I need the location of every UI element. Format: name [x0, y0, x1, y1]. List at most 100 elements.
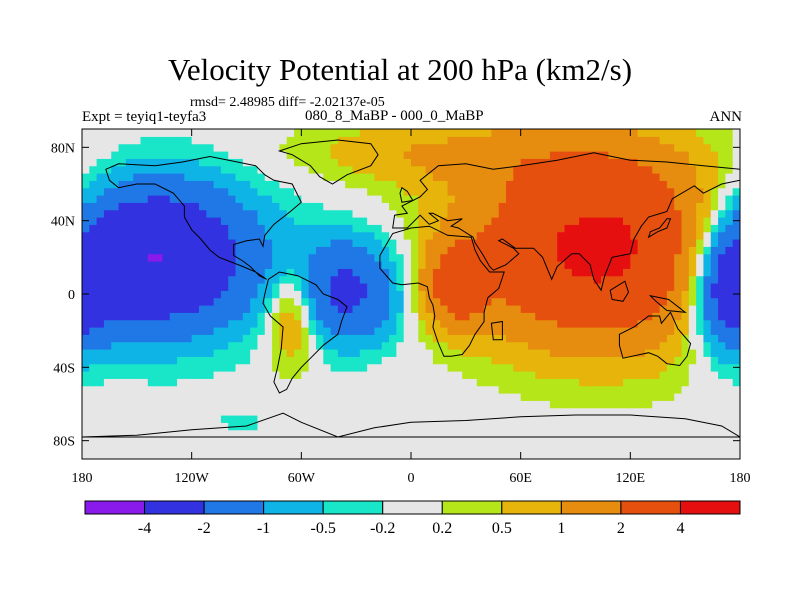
field-cell	[593, 305, 602, 313]
field-cell	[579, 400, 588, 409]
field-cell	[425, 393, 434, 401]
field-cell	[155, 165, 164, 174]
field-cell	[367, 151, 376, 159]
field-cell	[294, 246, 302, 255]
field-cell	[213, 165, 222, 174]
field-cell	[250, 429, 259, 438]
field-cell	[520, 415, 529, 423]
field-cell	[381, 173, 390, 181]
field-cell	[476, 231, 485, 240]
field-cell	[140, 253, 149, 262]
field-cell	[308, 151, 317, 159]
field-cell	[177, 334, 185, 343]
field-cell	[476, 393, 485, 401]
field-cell	[637, 437, 646, 445]
field-cell	[162, 451, 171, 459]
field-cell	[637, 261, 646, 269]
field-cell	[630, 393, 639, 401]
field-cell	[549, 356, 558, 365]
field-cell	[659, 290, 668, 299]
field-cell	[593, 407, 602, 416]
field-cell	[520, 393, 529, 401]
field-cell	[454, 400, 463, 409]
field-cell	[220, 451, 229, 459]
field-cell	[484, 393, 493, 401]
field-cell	[432, 209, 441, 218]
field-cell	[476, 268, 485, 277]
field-cell	[345, 319, 354, 328]
field-cell	[462, 143, 471, 152]
field-cell	[601, 429, 609, 438]
field-cell	[411, 143, 419, 152]
field-cell	[228, 356, 237, 365]
field-cell	[140, 143, 149, 152]
field-cell	[177, 224, 185, 233]
field-cell	[118, 187, 127, 196]
field-cell	[220, 349, 229, 357]
field-cell	[630, 239, 639, 247]
field-cell	[220, 385, 229, 394]
field-cell	[579, 341, 588, 350]
field-cell	[301, 415, 310, 423]
field-cell	[140, 202, 149, 211]
field-cell	[177, 275, 185, 284]
field-cell	[235, 349, 244, 357]
field-cell	[615, 305, 624, 313]
field-cell	[396, 268, 405, 277]
field-cell	[337, 334, 346, 343]
field-cell	[666, 268, 675, 277]
field-cell	[96, 209, 105, 218]
field-cell	[337, 319, 346, 328]
field-cell	[418, 151, 427, 159]
field-cell	[191, 151, 200, 159]
field-cell	[279, 400, 288, 409]
field-cell	[696, 371, 705, 379]
field-cell	[447, 385, 456, 394]
field-cell	[198, 217, 207, 225]
field-cell	[337, 261, 346, 269]
field-cell	[89, 283, 98, 291]
field-cell	[169, 297, 178, 306]
field-cell	[527, 290, 536, 299]
field-cell	[644, 151, 653, 159]
field-cell	[345, 180, 354, 189]
field-cell	[352, 195, 361, 203]
field-cell	[89, 290, 98, 299]
colorbar-swatch	[441, 500, 503, 515]
field-cell	[323, 429, 332, 438]
field-cell	[272, 231, 280, 240]
field-cell	[155, 400, 164, 409]
field-cell	[476, 327, 485, 335]
field-cell	[155, 268, 164, 277]
field-cell	[389, 451, 397, 459]
field-cell	[454, 393, 463, 401]
field-cell	[147, 239, 156, 247]
field-cell	[184, 202, 193, 211]
field-cell	[681, 319, 690, 328]
field-cell	[469, 275, 478, 284]
field-cell	[440, 393, 449, 401]
field-cell	[601, 195, 609, 203]
field-cell	[308, 393, 317, 401]
field-cell	[440, 305, 449, 313]
field-cell	[337, 268, 346, 277]
field-cell	[396, 136, 405, 145]
field-cell	[345, 327, 354, 335]
field-cell	[440, 151, 449, 159]
field-cell	[118, 290, 127, 299]
field-cell	[396, 165, 405, 174]
field-cell	[454, 136, 463, 145]
field-cell	[491, 275, 500, 284]
field-cell	[725, 173, 734, 181]
field-cell	[169, 165, 178, 174]
field-cell	[593, 246, 602, 255]
field-cell	[571, 224, 580, 233]
field-cell	[644, 356, 653, 365]
field-cell	[381, 187, 390, 196]
field-cell	[462, 451, 471, 459]
field-cell	[506, 246, 514, 255]
field-cell	[308, 297, 317, 306]
field-cell	[374, 275, 383, 284]
field-cell	[418, 407, 427, 416]
